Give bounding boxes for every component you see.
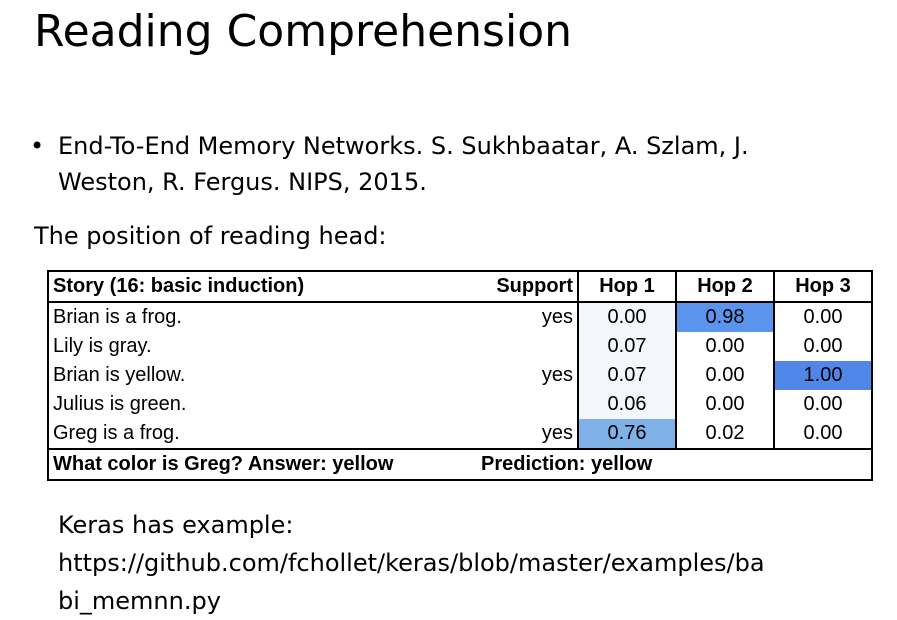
header-cell: Support [477,271,578,303]
note: Keras has example: https://github.com/fc… [58,506,765,620]
support-cell: yes [541,364,573,386]
hop-cell: 0.00 [675,332,774,361]
row: Lily is gray. 0.07 0.00 0.00 [48,332,872,361]
hop-cell: 0.00 [675,390,774,419]
hop-cell: 0.00 [773,419,872,449]
hop-cell: 0.07 [577,361,676,390]
support-cell [477,332,578,361]
header-cell: Hop 1 [577,271,676,303]
note-line: Keras has example: [58,511,294,539]
hop-cell: 0.00 [675,361,774,390]
question: What color is Greg? Answer: yellow [48,448,477,480]
support-cell [477,390,578,419]
title: Reading Comprehension [34,6,573,57]
note-line: bi_memnn.py [58,587,221,615]
hop-cell: 0.00 [773,332,872,361]
story-cell: Brian is a frog. [53,306,182,328]
hop-cell: 0.02 [675,419,774,449]
header-cell: Hop 2 [675,271,774,303]
hop-cell: 0.76 [577,419,676,449]
support-cell: yes [541,422,573,444]
hop-cell: 1.00 [773,361,872,390]
story-cell: Lily is gray. [53,335,152,357]
hop-cell: 0.00 [773,302,872,332]
row: Brian is a frog. yes 0.00 0.98 0.00 [48,302,872,332]
story-cell: Greg is a frog. [53,422,180,444]
row: Brian is yellow. yes 0.07 0.00 1.00 [48,361,872,390]
hop-cell: 0.00 [577,302,676,332]
row: Julius is green. 0.06 0.00 0.00 [48,390,872,419]
footer-row: What color is Greg? Answer: yellow Predi… [48,448,872,480]
row: Greg is a frog. yes 0.76 0.02 0.00 [48,419,872,449]
hop-cell: 0.06 [577,390,676,419]
story-cell: Julius is green. [53,393,187,415]
header-row: Story (16: basic induction) Support Hop … [48,271,872,303]
header-cell: Hop 3 [773,271,872,303]
support-cell: yes [541,306,573,328]
hop-cell: 0.98 [675,302,774,332]
header-cell: Story (16: basic induction) [48,271,477,303]
story-cell: Brian is yellow. [53,364,186,386]
prediction: Prediction: yellow [477,448,872,480]
hop-cell: 0.07 [577,332,676,361]
bullet: • End-To-End Memory Networks. S. Sukhbaat… [30,128,850,200]
intro: The position of reading head: [34,222,387,250]
attention-table: Story (16: basic induction) Support Hop … [47,270,873,481]
note-line: https://github.com/fchollet/keras/blob/m… [58,549,765,577]
bullet-text: End-To-End Memory Networks. S. Sukhbaata… [58,132,749,196]
hop-cell: 0.00 [773,390,872,419]
